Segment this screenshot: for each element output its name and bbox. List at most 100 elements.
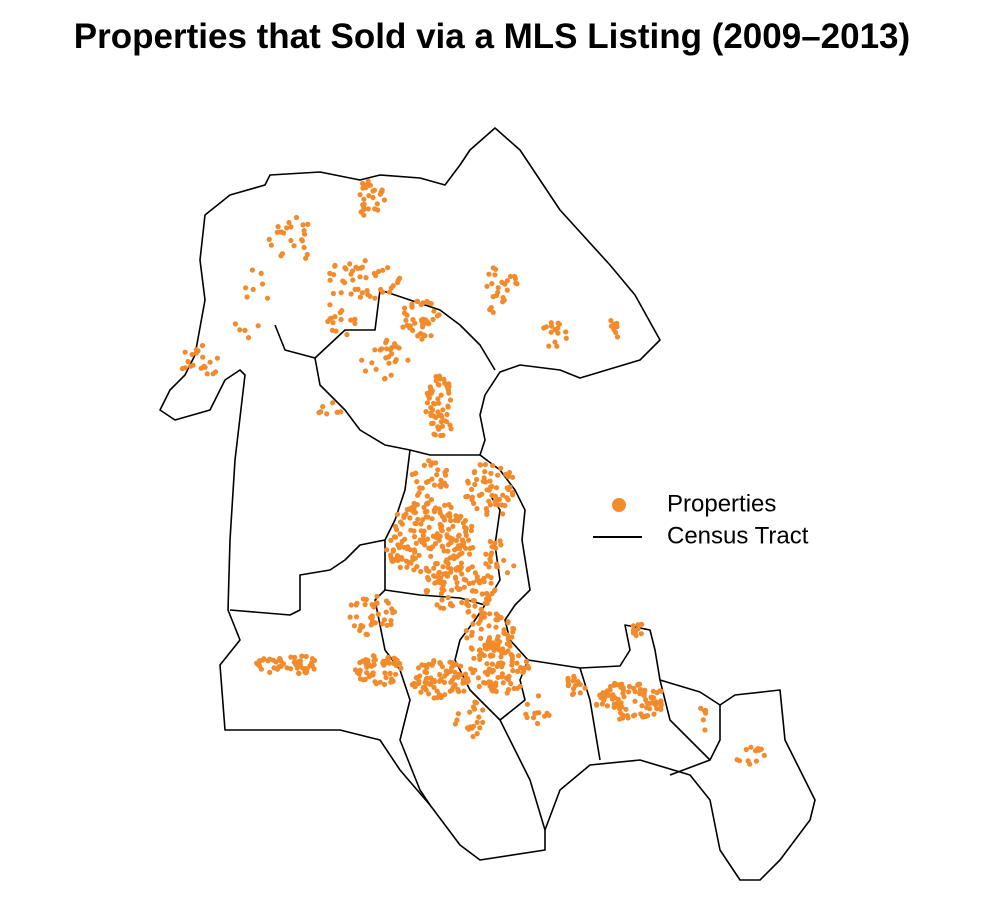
property-point [362, 368, 369, 374]
property-point [445, 404, 451, 410]
property-point [387, 670, 393, 677]
property-point [448, 504, 454, 510]
property-point [454, 580, 460, 586]
property-point [343, 266, 349, 272]
property-point [457, 515, 463, 521]
property-point [399, 521, 405, 527]
property-point [701, 708, 708, 714]
property-point [445, 564, 451, 571]
property-point [428, 301, 434, 307]
property-point [388, 372, 394, 378]
property-point [316, 410, 322, 416]
property-point [245, 335, 252, 341]
property-point [415, 681, 422, 687]
property-point [424, 298, 430, 305]
property-point [456, 532, 462, 538]
property-point [702, 727, 708, 733]
property-point [573, 682, 579, 689]
property-point [471, 706, 478, 712]
property-point [368, 622, 374, 628]
property-point [748, 744, 754, 750]
property-point [505, 648, 511, 654]
property-point [359, 357, 365, 363]
property-point [483, 551, 489, 557]
property-point [614, 700, 620, 706]
property-point [436, 400, 442, 406]
property-point [376, 268, 382, 275]
property-point [327, 277, 333, 283]
property-point [447, 659, 453, 665]
property-point [503, 471, 509, 477]
property-point [414, 502, 420, 508]
property-point [475, 675, 481, 681]
property-point [476, 683, 482, 690]
property-point [575, 679, 581, 685]
property-point [505, 486, 511, 492]
property-point [288, 654, 294, 660]
property-point [698, 705, 704, 711]
property-point [476, 714, 482, 720]
property-point [448, 518, 454, 524]
property-point [414, 564, 420, 570]
property-point [398, 665, 404, 672]
property-point [428, 497, 434, 503]
property-point [469, 494, 475, 500]
property-point [480, 719, 486, 726]
property-point [393, 671, 399, 677]
property-point [348, 602, 354, 608]
tract-line [314, 357, 480, 456]
property-point [267, 669, 273, 676]
property-point [401, 512, 407, 519]
property-point [467, 545, 473, 552]
property-point [389, 344, 395, 351]
property-point [402, 536, 408, 542]
property-point [431, 509, 438, 515]
property-point [353, 614, 360, 620]
property-point [414, 479, 420, 485]
property-point [650, 688, 656, 694]
property-point [657, 688, 663, 694]
property-point [621, 694, 627, 700]
property-point [433, 561, 439, 567]
property-point [232, 321, 238, 327]
property-point [449, 587, 455, 593]
property-point [397, 275, 403, 281]
property-point [496, 497, 502, 503]
property-point [417, 537, 423, 543]
property-point [470, 598, 476, 604]
property-point [353, 264, 359, 270]
property-point [352, 316, 358, 322]
property-point [488, 652, 494, 658]
property-point [363, 657, 369, 663]
property-point [554, 343, 560, 349]
property-point [635, 681, 642, 688]
property-point [207, 359, 213, 365]
property-point [359, 290, 365, 296]
property-point [437, 661, 444, 667]
property-point [492, 493, 498, 499]
property-point [337, 310, 343, 316]
property-point [348, 291, 354, 297]
property-point [333, 328, 339, 334]
property-point [515, 668, 521, 675]
property-point [524, 701, 531, 707]
property-point [472, 667, 478, 673]
property-point [648, 694, 654, 700]
property-point [351, 623, 357, 629]
property-point [437, 509, 443, 515]
property-point [507, 273, 513, 280]
property-point [471, 500, 477, 506]
property-point [440, 407, 446, 413]
property-point [582, 685, 588, 691]
property-point [428, 333, 434, 339]
property-point [599, 701, 606, 707]
property-point [377, 679, 383, 685]
property-point [381, 662, 387, 668]
property-point [407, 547, 413, 553]
legend-point-symbol [612, 498, 626, 512]
property-point [431, 695, 437, 701]
property-point [214, 355, 220, 361]
property-point [651, 711, 657, 717]
property-point [360, 180, 366, 187]
property-point [453, 513, 459, 519]
